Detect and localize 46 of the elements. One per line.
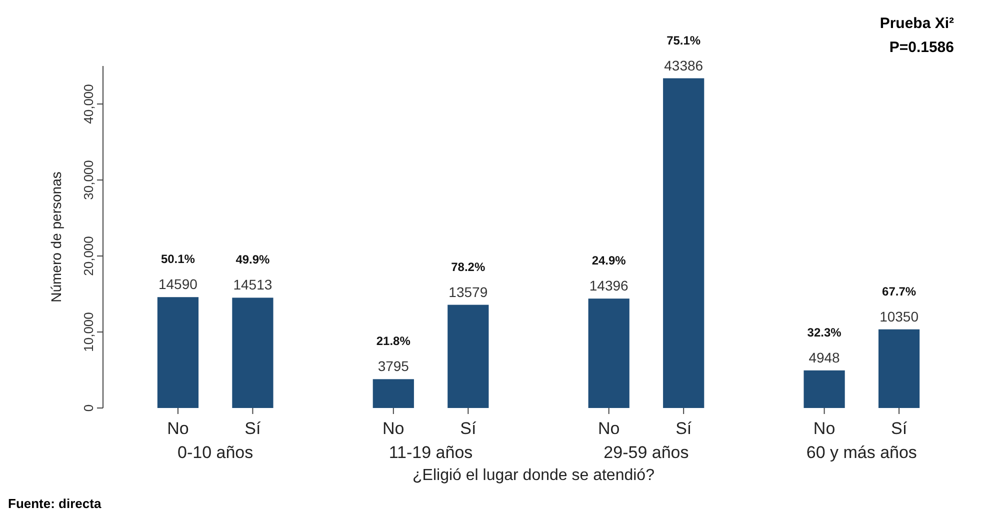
bar	[588, 298, 630, 408]
x-tick-label: 60 y más años	[806, 443, 917, 462]
y-tick-label: 10,000	[81, 312, 96, 352]
data-label: 13579	[448, 284, 488, 300]
annotation: 21.8%	[376, 334, 411, 348]
y-tick-label: 40,000	[81, 84, 96, 124]
annotation: 78.2%	[451, 260, 486, 274]
text: Prueba Xi²	[880, 15, 954, 32]
text: Sí	[460, 419, 476, 438]
annotation: 50.1%	[160, 252, 196, 266]
y-tick-label: 30,000	[81, 160, 96, 200]
source-note: Fuente: directa	[8, 496, 102, 511]
x-tick-label: 11-19 años	[388, 443, 473, 462]
y-tick-label: 0	[81, 404, 96, 412]
series-label: No	[167, 419, 189, 438]
text: No	[598, 419, 620, 438]
annotation: 32.3%	[807, 325, 842, 340]
text: Sí	[676, 419, 692, 438]
annotation: 49.9%	[236, 252, 270, 267]
bar	[448, 304, 489, 408]
annotation: 24.9%	[592, 254, 626, 268]
data-label: 43386	[664, 57, 704, 74]
text: Sí	[891, 419, 908, 438]
bar	[878, 329, 920, 408]
bar	[232, 298, 274, 408]
x-tick-label: 29-59 años	[604, 443, 689, 462]
data-label: 3795	[378, 358, 410, 374]
series-label: Sí	[244, 419, 262, 438]
bar	[157, 297, 199, 408]
bar	[663, 78, 704, 408]
data-label: 14513	[233, 276, 272, 293]
x-axis-title: ¿Eligió el lugar donde se atendió?	[412, 467, 655, 484]
text: No	[382, 419, 404, 438]
text: No	[813, 419, 836, 438]
text: P=0.1586	[889, 39, 954, 56]
data-label: 10350	[880, 308, 919, 324]
annotation: 67.7%	[882, 284, 916, 298]
data-label: 4948	[808, 349, 840, 366]
data-label: 14396	[589, 278, 629, 294]
y-axis-title: Número de personas	[48, 172, 64, 302]
bar	[372, 379, 414, 408]
bar	[804, 370, 845, 408]
text: 75.1%	[666, 33, 701, 48]
data-label: 14590	[158, 276, 198, 292]
x-tick-label: 0-10 años	[178, 443, 254, 462]
y-tick-label: 20,000	[81, 236, 96, 276]
